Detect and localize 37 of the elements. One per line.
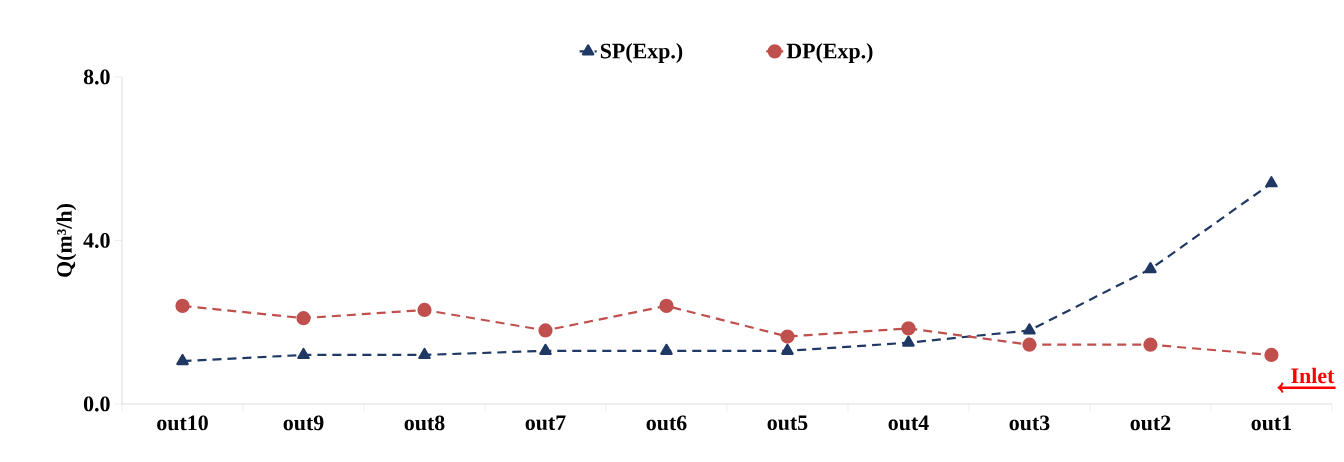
x-tick-label: out5 [767,415,808,431]
x-tick-label: out8 [404,415,445,431]
point [1022,337,1037,352]
point [538,323,553,338]
point [417,302,432,318]
point [660,343,673,355]
point [901,321,916,336]
point [296,311,311,326]
point [418,347,431,360]
point [659,298,674,313]
x-tick-label: out2 [1130,415,1171,431]
y-axis-title: Q(m³/h) [56,204,77,277]
y-tick-label: 8.0 [83,69,110,85]
point [1144,262,1157,274]
legend-label: DP(Exp.) [786,43,873,63]
point [1143,337,1158,352]
point [175,298,190,313]
point [1265,176,1278,188]
legend-label: SP(Exp.) [600,43,683,63]
annotation: Inlet [1291,367,1335,384]
y-tick-label: 0.0 [83,396,110,412]
x-tick-label: out1 [1251,415,1291,431]
x-tick-label: out7 [525,415,566,431]
point [1023,323,1036,335]
point [902,335,915,347]
point [539,343,552,355]
y-tick-label: 4.0 [83,233,110,248]
point [781,343,794,355]
point [176,353,189,366]
point [1264,347,1279,363]
x-tick-label: out10 [157,415,208,431]
x-tick-label: out9 [283,415,324,431]
x-tick-label: out6 [646,415,687,431]
point [780,329,795,344]
x-tick-label: out3 [1009,415,1050,431]
point [297,347,310,360]
x-tick-label: out4 [888,415,929,431]
